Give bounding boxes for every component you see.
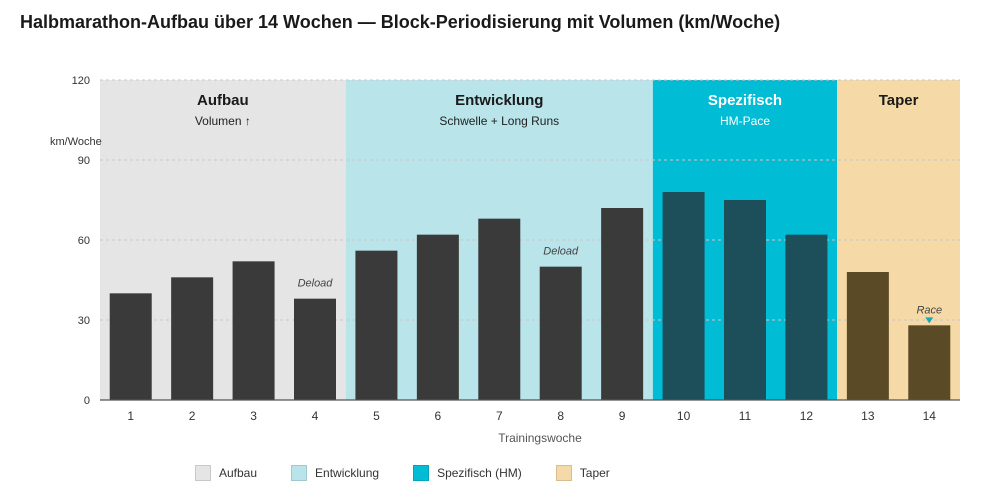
y-tick-label: 120: [72, 75, 90, 87]
bar-week-14: [908, 325, 951, 400]
x-tick-label: 5: [373, 409, 380, 423]
chart-title: Halbmarathon-Aufbau über 14 Wochen — Blo…: [20, 12, 781, 32]
chart-legend: Aufbau Entwicklung Spezifisch (HM) Taper: [195, 465, 644, 481]
y-tick-label: 90: [78, 155, 90, 167]
phase-title-spezifisch: Spezifisch: [708, 92, 782, 109]
bar-week-9: [601, 208, 644, 400]
x-tick-label: 7: [496, 409, 503, 423]
annotation-deload-week-4: Deload: [298, 278, 334, 290]
x-tick-label: 2: [189, 409, 196, 423]
x-tick-label: 9: [619, 409, 626, 423]
bar-week-7: [478, 218, 521, 400]
bar-week-4: [294, 298, 336, 400]
phase-subtitle-spezifisch: HM-Pace: [720, 114, 770, 128]
y-axis-label: km/Woche: [50, 136, 102, 148]
phase-subtitle-entwicklung: Schwelle + Long Runs: [439, 114, 559, 128]
bar-week-6: [416, 234, 459, 400]
annotation-race-week-14: Race: [916, 304, 942, 316]
legend-label-entwicklung: Entwicklung: [315, 466, 380, 480]
bar-week-2: [171, 277, 214, 400]
bar-week-10: [662, 192, 705, 400]
phase-title-aufbau: Aufbau: [197, 92, 249, 109]
x-axis-label: Trainingswoche: [498, 431, 582, 445]
x-tick-label: 6: [435, 409, 442, 423]
x-tick-label: 3: [250, 409, 257, 423]
bar-week-12: [785, 234, 828, 400]
bar-week-3: [232, 261, 275, 400]
legend-item-spezifisch: Spezifisch (HM): [413, 465, 522, 481]
legend-label-aufbau: Aufbau: [219, 466, 258, 480]
x-tick-label: 11: [739, 409, 752, 423]
x-tick-label: 14: [923, 409, 937, 423]
x-tick-label: 4: [312, 409, 319, 423]
annotation-deload-week-8: Deload: [543, 246, 579, 258]
y-tick-label: 30: [78, 315, 90, 327]
bar-week-1: [109, 293, 152, 400]
x-tick-label: 10: [677, 409, 691, 423]
legend-swatch-entwicklung: [291, 465, 308, 481]
phase-title-entwicklung: Entwicklung: [455, 92, 543, 109]
legend-item-taper: Taper: [555, 465, 610, 481]
y-tick-label: 0: [84, 395, 90, 407]
phase-title-taper: Taper: [879, 92, 919, 109]
x-tick-label: 13: [861, 409, 875, 423]
y-tick-label: 60: [78, 235, 90, 247]
bar-week-13: [846, 272, 889, 400]
legend-label-spezifisch: Spezifisch (HM): [437, 466, 522, 480]
legend-item-aufbau: Aufbau: [195, 465, 257, 481]
legend-item-entwicklung: Entwicklung: [291, 465, 379, 481]
legend-swatch-spezifisch: [413, 465, 430, 481]
race-marker-icon: [925, 317, 934, 324]
x-tick-label: 8: [557, 409, 564, 423]
bar-week-8: [539, 266, 582, 400]
bar-week-5: [355, 250, 398, 400]
x-tick-label: 1: [127, 409, 134, 423]
x-tick-label: 12: [800, 409, 814, 423]
legend-swatch-aufbau: [195, 465, 211, 481]
legend-label-taper: Taper: [579, 466, 610, 480]
phase-subtitle-aufbau: Volumen ↑: [195, 114, 251, 128]
legend-swatch-taper: [555, 465, 572, 481]
bar-week-11: [724, 200, 766, 400]
